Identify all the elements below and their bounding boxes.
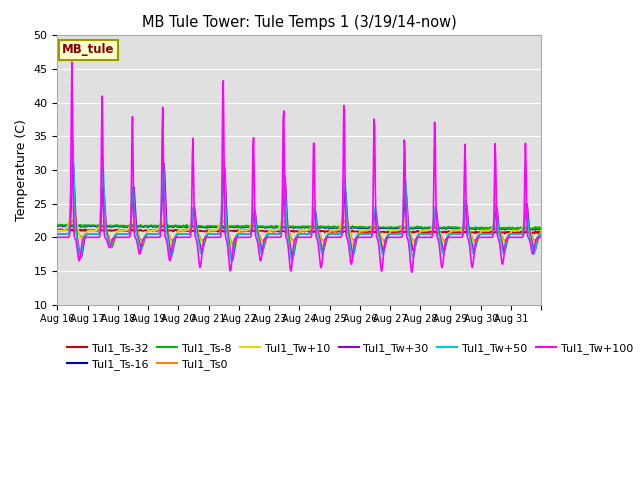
Tul1_Ts0 xyxy=(350,238,358,243)
Tul1_Ts-8 xyxy=(376,224,384,230)
Tul1_Tw+50 xyxy=(200,240,207,246)
Tul1_Tw+30 xyxy=(224,228,232,234)
Tul1_Tw+50 xyxy=(111,232,118,238)
Tul1_Ts-8 xyxy=(54,222,61,228)
Tul1_Ts-8 xyxy=(200,224,207,229)
Tul1_Tw+100 xyxy=(349,248,357,254)
Tul1_Tw+100 xyxy=(538,234,545,240)
Tul1_Ts-16 xyxy=(482,227,490,233)
Tul1_Ts-16 xyxy=(242,223,250,229)
Tul1_Tw+30 xyxy=(54,231,61,237)
Tul1_Ts-32 xyxy=(111,228,118,233)
Tul1_Tw+50 xyxy=(377,244,385,250)
Tul1_Tw+10 xyxy=(224,221,232,227)
Tul1_Ts-16 xyxy=(64,222,72,228)
Tul1_Ts-16 xyxy=(376,225,384,231)
Tul1_Tw+50 xyxy=(350,250,358,255)
Tul1_Tw+50 xyxy=(224,234,232,240)
Tul1_Ts-32 xyxy=(538,230,545,236)
Tul1_Tw+50 xyxy=(68,137,76,143)
Tul1_Tw+100 xyxy=(224,244,232,250)
Tul1_Tw+30 xyxy=(538,231,545,237)
Tul1_Tw+30 xyxy=(377,240,385,246)
Tul1_Ts-32 xyxy=(376,229,384,235)
Tul1_Ts-32 xyxy=(224,228,232,233)
Line: Tul1_Tw+30: Tul1_Tw+30 xyxy=(58,163,541,261)
Tul1_Tw+10 xyxy=(111,238,118,244)
Tul1_Ts-8 xyxy=(111,223,118,228)
Tul1_Tw+10 xyxy=(538,228,545,233)
Tul1_Tw+100 xyxy=(376,261,384,266)
Tul1_Tw+100 xyxy=(408,269,416,275)
Tul1_Tw+100 xyxy=(68,60,76,65)
Tul1_Tw+100 xyxy=(200,237,207,243)
Tul1_Ts-16 xyxy=(54,223,61,228)
Tul1_Tw+10 xyxy=(54,228,61,233)
Tul1_Tw+30 xyxy=(200,243,207,249)
Line: Tul1_Ts-8: Tul1_Ts-8 xyxy=(58,224,541,229)
Tul1_Ts-32 xyxy=(482,231,490,237)
Tul1_Ts-32 xyxy=(242,227,250,233)
Tul1_Ts-32 xyxy=(54,227,61,233)
Tul1_Ts-16 xyxy=(224,224,232,229)
Text: MB_tule: MB_tule xyxy=(62,43,115,57)
Tul1_Ts0 xyxy=(224,226,232,231)
Tul1_Ts0 xyxy=(69,218,77,224)
Tul1_Tw+10 xyxy=(350,244,358,250)
Tul1_Tw+30 xyxy=(243,231,250,237)
Line: Tul1_Ts-16: Tul1_Ts-16 xyxy=(58,225,541,230)
Tul1_Tw+30 xyxy=(69,160,77,166)
Tul1_Ts-8 xyxy=(224,223,232,229)
Tul1_Tw+10 xyxy=(69,204,77,210)
Tul1_Ts-8 xyxy=(242,222,250,228)
Tul1_Tw+10 xyxy=(377,237,385,242)
Tul1_Ts-16 xyxy=(111,224,118,229)
Tul1_Tw+10 xyxy=(229,251,237,257)
Tul1_Ts-16 xyxy=(538,226,545,232)
Tul1_Ts-16 xyxy=(200,224,207,230)
Tul1_Ts-8 xyxy=(538,225,545,231)
Tul1_Ts0 xyxy=(538,228,545,233)
Tul1_Tw+50 xyxy=(54,231,61,237)
Tul1_Ts0 xyxy=(243,228,250,233)
Tul1_Tw+50 xyxy=(242,231,250,237)
Tul1_Ts0 xyxy=(54,228,61,233)
Line: Tul1_Ts0: Tul1_Ts0 xyxy=(58,221,541,244)
Line: Tul1_Tw+10: Tul1_Tw+10 xyxy=(58,207,541,254)
Tul1_Ts-8 xyxy=(349,224,357,230)
Tul1_Ts0 xyxy=(377,233,385,239)
Tul1_Ts0 xyxy=(229,241,237,247)
Legend: Tul1_Ts-32, Tul1_Ts-16, Tul1_Ts-8, Tul1_Ts0, Tul1_Tw+10, Tul1_Tw+30, Tul1_Tw+50,: Tul1_Ts-32, Tul1_Ts-16, Tul1_Ts-8, Tul1_… xyxy=(63,338,637,374)
Line: Tul1_Tw+100: Tul1_Tw+100 xyxy=(58,62,541,272)
Tul1_Ts-16 xyxy=(349,225,357,230)
Tul1_Tw+50 xyxy=(288,258,296,264)
Tul1_Tw+10 xyxy=(200,243,207,249)
Tul1_Tw+30 xyxy=(111,234,118,240)
Tul1_Ts-32 xyxy=(200,228,207,234)
Tul1_Ts-8 xyxy=(64,221,72,227)
Tul1_Tw+10 xyxy=(243,228,250,233)
Line: Tul1_Tw+50: Tul1_Tw+50 xyxy=(58,140,541,261)
Tul1_Tw+50 xyxy=(538,231,545,237)
Tul1_Ts0 xyxy=(200,237,207,243)
Tul1_Tw+100 xyxy=(54,234,61,240)
Tul1_Ts0 xyxy=(111,234,118,240)
Tul1_Ts-32 xyxy=(64,226,72,232)
Tul1_Tw+100 xyxy=(242,234,250,240)
Line: Tul1_Ts-32: Tul1_Ts-32 xyxy=(58,229,541,234)
Title: MB Tule Tower: Tule Temps 1 (3/19/14-now): MB Tule Tower: Tule Temps 1 (3/19/14-now… xyxy=(142,15,457,30)
Tul1_Tw+100 xyxy=(111,235,118,240)
Tul1_Ts-8 xyxy=(482,227,490,232)
Tul1_Tw+30 xyxy=(228,258,236,264)
Tul1_Ts-32 xyxy=(349,228,357,234)
Tul1_Tw+30 xyxy=(350,250,358,256)
Y-axis label: Temperature (C): Temperature (C) xyxy=(15,119,28,221)
